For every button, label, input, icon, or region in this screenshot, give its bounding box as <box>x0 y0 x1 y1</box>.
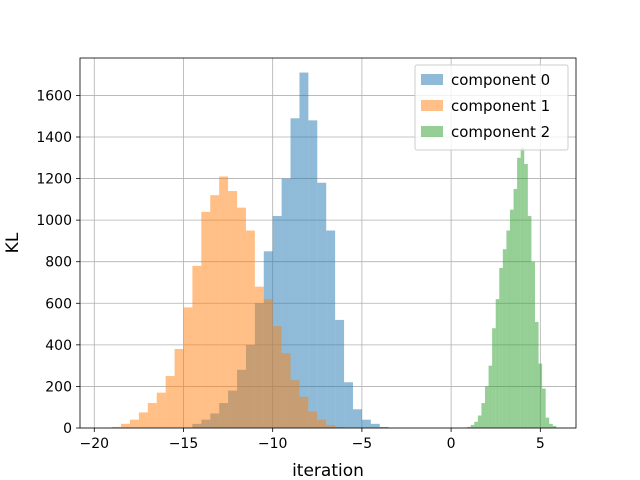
bar-component-2-bin-12 <box>509 209 514 428</box>
bar-component-1-bin-25 <box>326 424 336 428</box>
histogram-bars <box>103 72 557 429</box>
bar-component-2-bin-6 <box>488 365 493 428</box>
bar-component-1-bin-8 <box>174 349 184 428</box>
bar-component-1-bin-1 <box>112 426 122 428</box>
bar-component-2-bin-1 <box>470 424 475 428</box>
bar-component-1-bin-18 <box>263 299 273 428</box>
bar-component-0-bin-10 <box>281 178 291 428</box>
bar-component-2-bin-15 <box>520 147 525 428</box>
bar-component-1-bin-7 <box>165 376 175 428</box>
bar-component-2-bin-2 <box>474 421 478 428</box>
bar-component-0-bin-20 <box>370 423 380 428</box>
plot-frame <box>79 57 577 429</box>
x-tick-label-1: −15 <box>169 436 199 452</box>
bar-component-1-bin-3 <box>129 419 139 428</box>
bar-component-2-bin-10 <box>502 249 507 428</box>
bar-component-0-bin-12 <box>299 72 309 428</box>
bar-component-0-bin-9 <box>272 215 282 428</box>
bar-component-2-bin-21 <box>542 388 546 428</box>
bar-component-1-bin-4 <box>138 412 148 428</box>
bar-component-2-bin-8 <box>495 299 500 428</box>
y-tick-label-7: 1400 <box>36 130 72 146</box>
legend-label-component-1: component 1 <box>451 97 550 115</box>
legend-swatch-component-1 <box>421 100 443 111</box>
bar-component-1-bin-26 <box>335 426 345 428</box>
y-axis-ticks: 0 200 400 600 800 1000 1200 1400 1600 <box>36 88 80 437</box>
bar-component-1-bin-23 <box>308 411 318 428</box>
bar-component-0-bin-11 <box>290 118 300 429</box>
bar-component-1-bin-15 <box>237 207 246 428</box>
legend: component 0 component 1 component 2 <box>414 64 569 151</box>
bar-component-2-bin-14 <box>517 157 521 429</box>
bar-component-0-bin-15 <box>326 230 336 428</box>
bar-component-2-bin-17 <box>527 215 532 428</box>
bar-component-2-bin-7 <box>492 328 496 428</box>
x-axis-ticks: −20 −15 −10 −5 0 5 <box>79 428 545 452</box>
x-tick-label-3: −5 <box>352 436 373 452</box>
y-tick-label-5: 1000 <box>36 213 72 229</box>
bar-component-1-bin-11 <box>201 211 211 428</box>
bar-component-2-bin-20 <box>538 363 543 428</box>
bar-component-2-bin-13 <box>513 188 518 428</box>
bar-component-0-bin-17 <box>344 382 353 428</box>
y-tick-label-1: 200 <box>45 379 72 395</box>
legend-swatch-component-2 <box>421 126 443 137</box>
bar-component-0-bin-19 <box>361 419 371 428</box>
bar-component-2-bin-18 <box>531 261 535 428</box>
y-tick-label-4: 800 <box>45 255 72 271</box>
bar-component-0-bin-16 <box>335 319 345 428</box>
x-axis-label: iteration <box>292 461 364 480</box>
bar-component-1-bin-6 <box>156 392 166 428</box>
bar-component-2-bin-9 <box>499 267 503 428</box>
bar-component-1-bin-21 <box>290 380 300 428</box>
x-tick-label-0: −20 <box>79 436 109 452</box>
bar-component-1-bin-5 <box>147 403 157 428</box>
bar-component-1-bin-2 <box>121 423 130 428</box>
bar-component-2-bin-0 <box>467 426 471 428</box>
x-tick-label-2: −10 <box>258 436 288 452</box>
bar-component-1-bin-20 <box>281 353 291 428</box>
y-tick-label-8: 1600 <box>36 88 72 104</box>
bar-component-0-bin-21 <box>379 426 389 428</box>
bar-component-2-bin-11 <box>506 230 510 428</box>
bar-component-2-bin-22 <box>545 417 550 428</box>
legend-swatch-component-0 <box>421 74 443 85</box>
bar-component-1-bin-13 <box>219 176 229 428</box>
y-tick-label-0: 0 <box>63 421 72 437</box>
legend-label-component-0: component 0 <box>451 71 550 89</box>
bar-component-1-bin-10 <box>192 265 202 428</box>
bar-component-2-bin-3 <box>477 415 482 428</box>
bar-component-0-bin-13 <box>308 120 318 428</box>
bar-component-1-bin-24 <box>317 419 327 428</box>
y-axis-label: KL <box>3 232 23 253</box>
bar-component-1-bin-9 <box>183 307 193 428</box>
bar-component-2-bin-24 <box>552 425 557 428</box>
legend-box <box>414 64 569 151</box>
bar-component-0-bin-14 <box>317 182 327 428</box>
legend-label-component-2: component 2 <box>451 123 550 141</box>
bar-component-2-bin-5 <box>485 386 489 428</box>
y-tick-label-6: 1200 <box>36 172 72 188</box>
bar-component-1-bin-22 <box>299 396 309 428</box>
bar-component-1-bin-16 <box>245 230 255 428</box>
bar-component-2-bin-16 <box>524 164 528 428</box>
bar-component-1-bin-12 <box>210 195 220 428</box>
bar-component-2-bin-4 <box>481 403 486 428</box>
bar-component-0-bin-18 <box>352 409 362 428</box>
x-tick-label-5: 5 <box>536 436 545 452</box>
bar-component-1-bin-14 <box>228 191 238 428</box>
bar-component-1-bin-17 <box>254 286 264 428</box>
y-tick-label-2: 400 <box>45 338 72 354</box>
bar-component-2-bin-23 <box>549 423 553 428</box>
x-tick-label-4: 0 <box>447 436 456 452</box>
bar-component-1-bin-19 <box>272 326 282 428</box>
bar-component-2-bin-19 <box>534 321 539 428</box>
y-tick-label-3: 600 <box>45 296 72 312</box>
